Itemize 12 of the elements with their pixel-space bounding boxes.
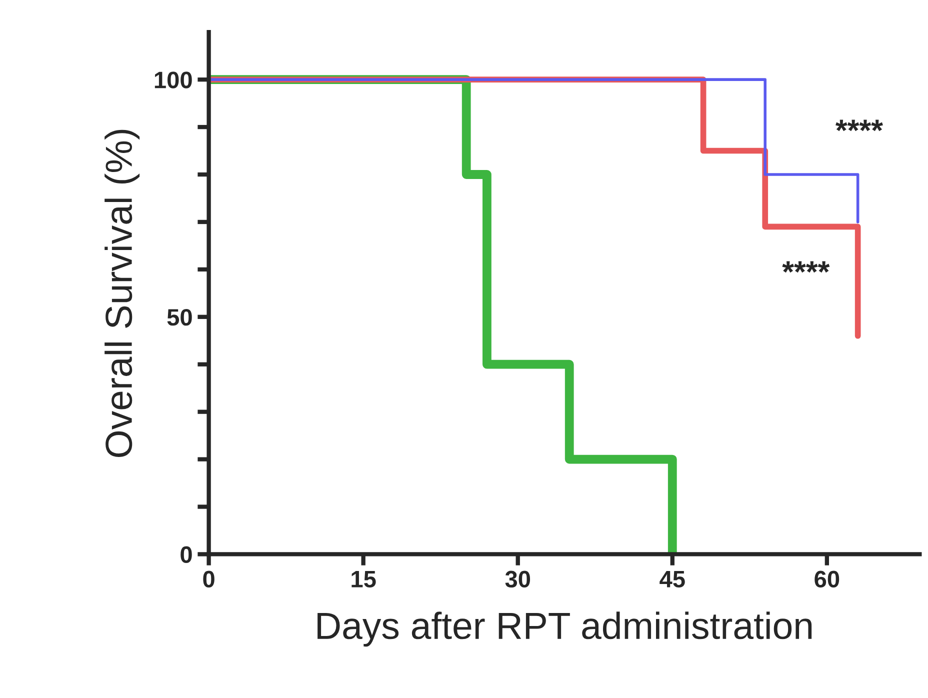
x-tick-label: 15 [352, 571, 376, 588]
x-tick-label: 30 [505, 570, 530, 588]
x-axis-title: Days after RPT administration [318, 612, 812, 647]
x-tick-label: 45 [660, 571, 685, 588]
x-tick-label: 60 [814, 570, 840, 588]
annotation: **** [782, 261, 830, 273]
y-tick-label: 50 [167, 308, 192, 326]
x-tick-label: 0 [203, 570, 214, 588]
y-tick-label: 100 [154, 72, 192, 88]
y-tick-label: 0 [180, 546, 192, 563]
y-axis-title: Overall Survival (%) [104, 130, 140, 458]
annotation: **** [836, 120, 883, 132]
